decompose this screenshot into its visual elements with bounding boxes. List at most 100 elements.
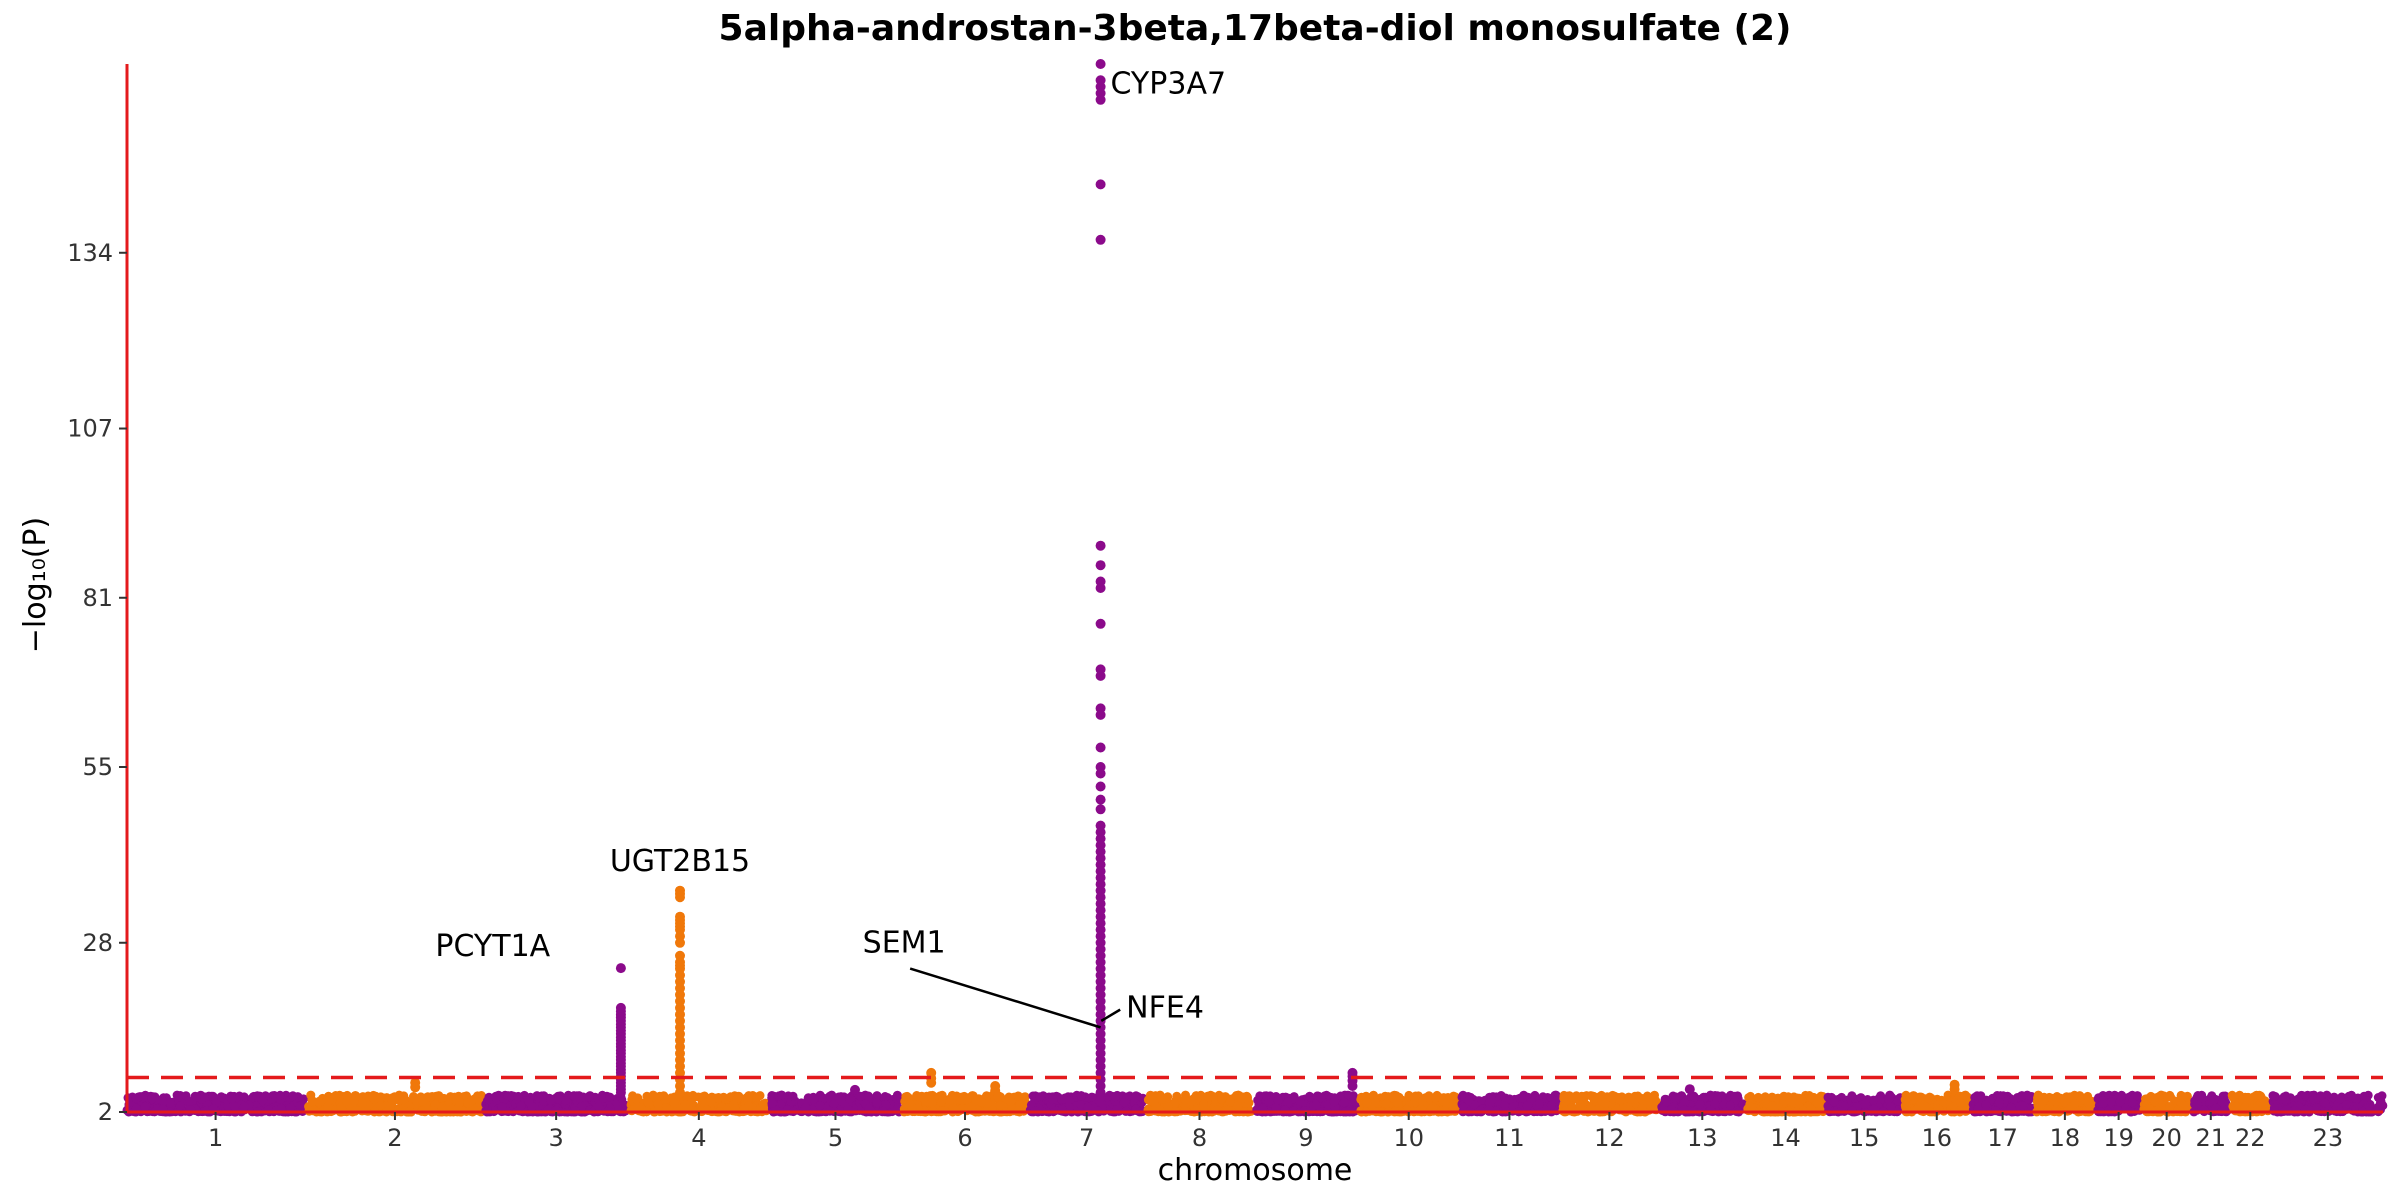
snp-point [845, 1094, 855, 1104]
snp-point [506, 1091, 516, 1100]
snp-point [944, 1096, 954, 1106]
snp-point [546, 1095, 556, 1105]
chart-title: 5alpha-androstan-3beta,17beta-diol monos… [719, 8, 1792, 49]
snp-point [2017, 1091, 2027, 1101]
snp-point [1813, 1098, 1822, 1108]
snp-point [166, 1098, 175, 1108]
snp-point [1767, 1092, 1777, 1102]
snp-point [892, 1090, 902, 1100]
snp-point [767, 1099, 777, 1108]
snp-point [880, 1092, 890, 1101]
snp-point [1972, 1091, 1982, 1101]
snp-point [1076, 1091, 1086, 1101]
snp-point [400, 1095, 410, 1104]
snp-point [1847, 1091, 1857, 1101]
snp-point [977, 1097, 987, 1107]
snp-point [1198, 1101, 1208, 1111]
snp-point [669, 1098, 679, 1108]
snp-point [1180, 1095, 1190, 1105]
snp-point [872, 1098, 882, 1108]
snp-point [1087, 1092, 1097, 1102]
snp-point [632, 1094, 642, 1104]
snp-point [1588, 1091, 1598, 1101]
snp-point [837, 1096, 847, 1106]
snp-point [912, 1091, 922, 1100]
snp-point [927, 1098, 937, 1108]
snp-point [387, 1095, 397, 1105]
snp-point [227, 1094, 237, 1104]
snp-point [734, 1091, 744, 1101]
snp-point [258, 1096, 268, 1105]
snp-point [967, 1102, 976, 1112]
snp-point [1392, 1098, 1402, 1108]
snp-point [1518, 1093, 1527, 1103]
snp-point [561, 1096, 571, 1106]
snp-point [752, 1092, 762, 1102]
snp-point [513, 1091, 523, 1101]
snp-point [349, 1096, 359, 1106]
snp-point [1339, 1098, 1349, 1108]
snp-point [524, 1097, 534, 1107]
snp-point [288, 1091, 298, 1101]
snp-point [1546, 1100, 1556, 1110]
snp-point [357, 1098, 367, 1108]
snp-point [1753, 1092, 1763, 1102]
snp-point [539, 1096, 548, 1106]
snp-point [1311, 1100, 1321, 1110]
snp-point [653, 1099, 663, 1109]
snp-point [1925, 1092, 1935, 1102]
snp-point [1464, 1096, 1474, 1105]
snp-point [418, 1096, 428, 1106]
snp-point [801, 1103, 811, 1112]
snp-point [1035, 1092, 1045, 1102]
snp-point [324, 1095, 334, 1105]
snp-point [1409, 1092, 1419, 1102]
snp-point [2098, 1099, 2108, 1108]
snp-point [1083, 1102, 1093, 1112]
snp-point [376, 1101, 385, 1111]
snp-point [1671, 1092, 1681, 1102]
snp-point [2063, 1094, 2073, 1103]
snp-point [1448, 1100, 1458, 1110]
snp-point [815, 1101, 825, 1111]
snp-point [829, 1099, 839, 1109]
snp-point [308, 1097, 317, 1106]
snp-point [497, 1102, 507, 1112]
snp-point [643, 1097, 653, 1107]
snp-point [323, 1102, 333, 1112]
snp-point [239, 1102, 249, 1111]
snp-point [809, 1094, 819, 1104]
snp-point [577, 1102, 587, 1111]
snp-point [1381, 1099, 1391, 1109]
snp-point [1994, 1097, 2004, 1107]
snp-point [1233, 1101, 1243, 1111]
snp-point [2117, 1090, 2127, 1100]
snp-point [1695, 1100, 1705, 1109]
snp-point [1575, 1100, 1585, 1110]
snp-point [2106, 1097, 2116, 1107]
snp-point [484, 1094, 494, 1104]
snp-point [706, 1097, 716, 1107]
snp-point [650, 1092, 660, 1102]
snp-point [1600, 1098, 1610, 1108]
snp-point [336, 1102, 346, 1112]
snp-point [1559, 1093, 1569, 1103]
snp-point [605, 1092, 615, 1102]
snp-point [1747, 1102, 1757, 1112]
snp-point [1057, 1094, 1066, 1104]
snp-point [1424, 1091, 1434, 1101]
snp-point [2047, 1093, 2057, 1103]
snp-point [1661, 1097, 1671, 1107]
snp-point [230, 1101, 239, 1111]
snp-point [491, 1093, 501, 1103]
snp-point [594, 1102, 604, 1111]
snp-point [1273, 1095, 1283, 1105]
snp-point [342, 1090, 352, 1100]
snp-point [285, 1103, 295, 1113]
snp-point [159, 1097, 168, 1107]
snp-point [135, 1092, 145, 1102]
snp-point [453, 1103, 463, 1113]
snp-point [1868, 1095, 1878, 1105]
snp-point [1217, 1093, 1227, 1103]
